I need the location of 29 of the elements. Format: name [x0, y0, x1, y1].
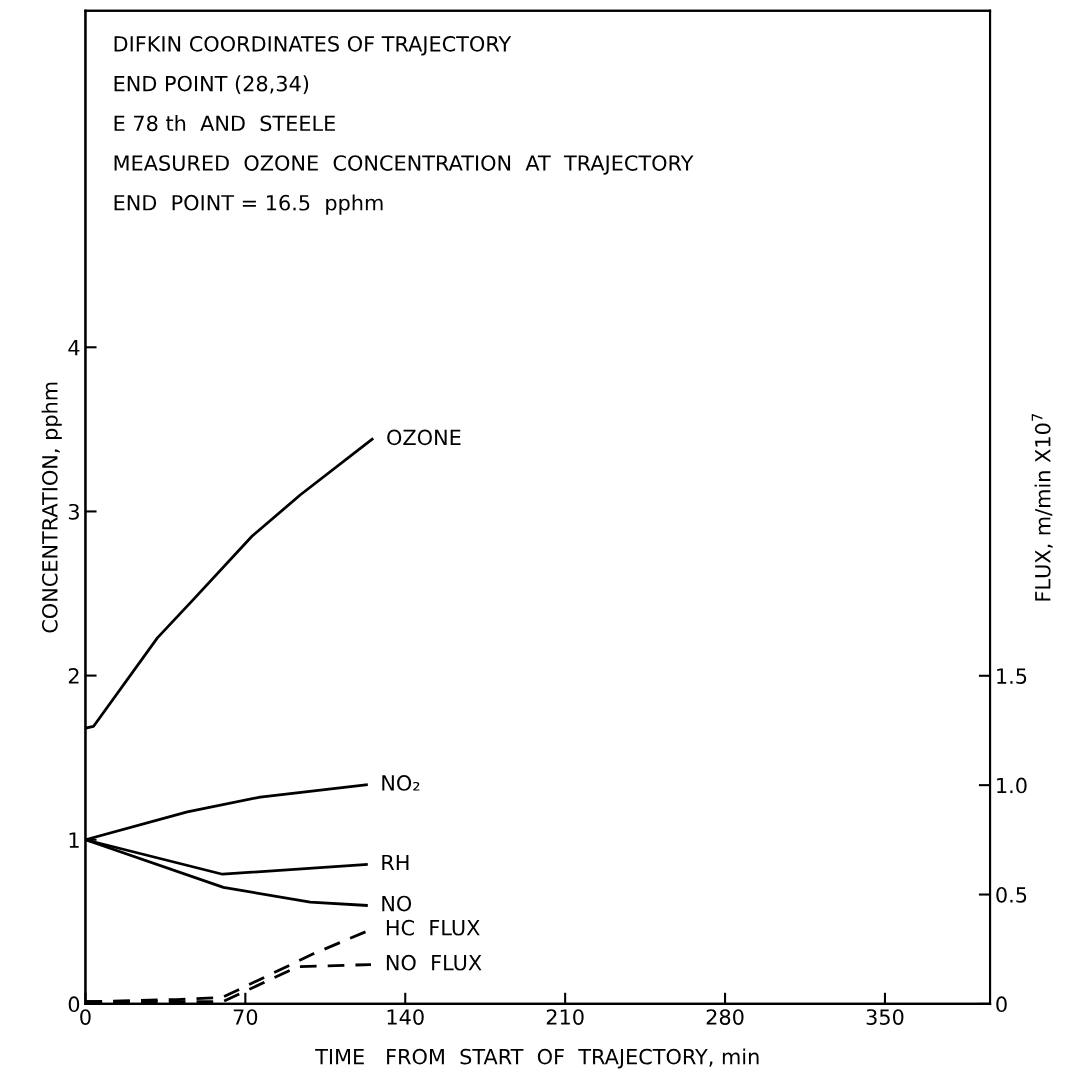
y-tick-label: 1	[69, 832, 79, 848]
y2-tick-label: 1.5	[997, 668, 1027, 684]
y-tick-label: 2	[68, 668, 79, 684]
annotation: DIFKIN COORDINATES OF TRAJECTORY	[114, 35, 512, 56]
series-label: NO FLUX	[386, 954, 482, 971]
x-tick-label: 70	[233, 1009, 258, 1025]
y-tick-label: 0	[68, 996, 80, 1013]
x-tick-label: 210	[546, 1009, 584, 1025]
y2-axis-title: FLUX, m/min X10$^{7}$	[1031, 413, 1053, 601]
series-label: NO	[382, 895, 412, 912]
x-tick-label: 140	[387, 1009, 424, 1025]
annotation: MEASURED OZONE CONCENTRATION AT TRAJECTORY	[114, 155, 694, 175]
y-axis-title: CONCENTRATION, pphm	[41, 382, 62, 633]
series-label: NO₂	[382, 775, 420, 791]
series-label: HC FLUX	[386, 919, 480, 936]
y-tick-label: 3	[68, 503, 79, 520]
annotation: END POINT = 16.5 pphm	[114, 194, 383, 215]
x-tick-label: 280	[706, 1009, 744, 1025]
y2-tick-label: 0	[996, 996, 1007, 1013]
annotation: END POINT (28,34)	[114, 75, 309, 94]
x-tick-label: 0	[80, 1009, 91, 1025]
series-label: OZONE	[387, 429, 461, 446]
y2-tick-label: 1.0	[997, 777, 1027, 794]
series-label: RH	[382, 854, 409, 871]
x-axis-title: TIME FROM START OF TRAJECTORY, min	[315, 1048, 759, 1069]
y2-tick-label: 0.5	[996, 886, 1027, 903]
y-tick-label: 4	[68, 340, 80, 356]
x-tick-label: 350	[866, 1009, 904, 1025]
annotation: E 78 th AND STEELE	[114, 115, 335, 132]
